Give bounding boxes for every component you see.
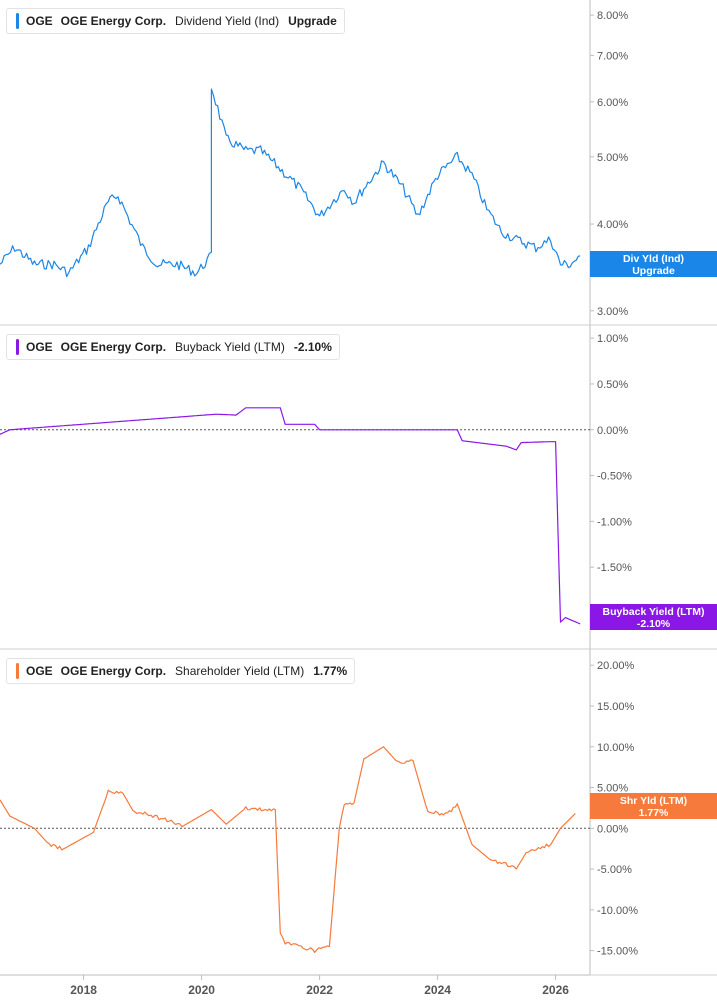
badge-value: 1.77% xyxy=(638,807,669,819)
x-tick-label: 2024 xyxy=(424,983,451,997)
y-tick-label: 15.00% xyxy=(597,701,635,713)
legend-metric: Shareholder Yield (LTM) xyxy=(175,664,305,678)
legend-buyback-yield[interactable]: OGE OGE Energy Corp. Buyback Yield (LTM)… xyxy=(6,334,340,360)
legend-company: OGE Energy Corp. xyxy=(60,340,167,354)
legend-metric: Buyback Yield (LTM) xyxy=(175,340,285,354)
y-tick-label: -1.00% xyxy=(597,516,632,528)
legend-ticker: OGE xyxy=(26,340,53,354)
legend-metric: Dividend Yield (Ind) xyxy=(175,14,280,28)
y-tick-label: 0.00% xyxy=(597,425,628,437)
legend-company: OGE Energy Corp. xyxy=(60,14,167,28)
y-tick-label: -0.50% xyxy=(597,471,632,483)
legend-ticker: OGE xyxy=(26,664,53,678)
legend-value: 1.77% xyxy=(313,664,348,678)
badge-label: Shr Yld (LTM) xyxy=(619,795,688,807)
y-tick-label: 20.00% xyxy=(597,660,635,672)
series-line-shareholder-yield xyxy=(0,746,576,953)
y-tick-label: 5.00% xyxy=(597,152,628,164)
y-tick-label: 7.00% xyxy=(597,50,628,62)
x-tick-label: 2020 xyxy=(188,983,215,997)
series-color-marker xyxy=(16,339,19,355)
series-line-dividend-yield xyxy=(0,88,581,278)
series-line-buyback-yield xyxy=(0,407,581,625)
badge-value: Upgrade xyxy=(632,265,675,277)
y-tick-label: -1.50% xyxy=(597,562,632,574)
y-tick-label: 8.00% xyxy=(597,10,628,22)
legend-upgrade-link[interactable]: Upgrade xyxy=(288,14,337,28)
legend-ticker: OGE xyxy=(26,14,53,28)
x-tick-label: 2018 xyxy=(70,983,97,997)
y-tick-label: 4.00% xyxy=(597,219,628,231)
y-tick-label: 6.00% xyxy=(597,97,628,109)
x-tick-label: 2026 xyxy=(542,983,569,997)
y-tick-label: 3.00% xyxy=(597,306,628,318)
legend-company: OGE Energy Corp. xyxy=(60,664,167,678)
y-tick-label: 0.00% xyxy=(597,823,628,835)
shareholder-yield-value-badge: Shr Yld (LTM) 1.77% xyxy=(590,793,717,819)
series-color-marker xyxy=(16,663,19,679)
y-tick-label: 10.00% xyxy=(597,742,635,754)
badge-label: Buyback Yield (LTM) xyxy=(602,606,705,618)
x-tick-label: 2022 xyxy=(306,983,333,997)
y-tick-label: -10.00% xyxy=(597,905,638,917)
y-tick-label: 0.50% xyxy=(597,379,628,391)
y-tick-label: 1.00% xyxy=(597,333,628,345)
dividend-yield-value-badge: Div Yld (Ind) Upgrade xyxy=(590,251,717,277)
y-tick-label: -15.00% xyxy=(597,946,638,958)
badge-label: Div Yld (Ind) xyxy=(622,253,685,265)
legend-dividend-yield[interactable]: OGE OGE Energy Corp. Dividend Yield (Ind… xyxy=(6,8,345,34)
legend-shareholder-yield[interactable]: OGE OGE Energy Corp. Shareholder Yield (… xyxy=(6,658,356,684)
y-tick-label: -5.00% xyxy=(597,864,632,876)
buyback-yield-value-badge: Buyback Yield (LTM) -2.10% xyxy=(590,604,717,630)
y-tick-label: 5.00% xyxy=(597,783,628,795)
legend-value: -2.10% xyxy=(293,340,332,354)
series-color-marker xyxy=(16,13,19,29)
badge-value: -2.10% xyxy=(636,618,671,630)
